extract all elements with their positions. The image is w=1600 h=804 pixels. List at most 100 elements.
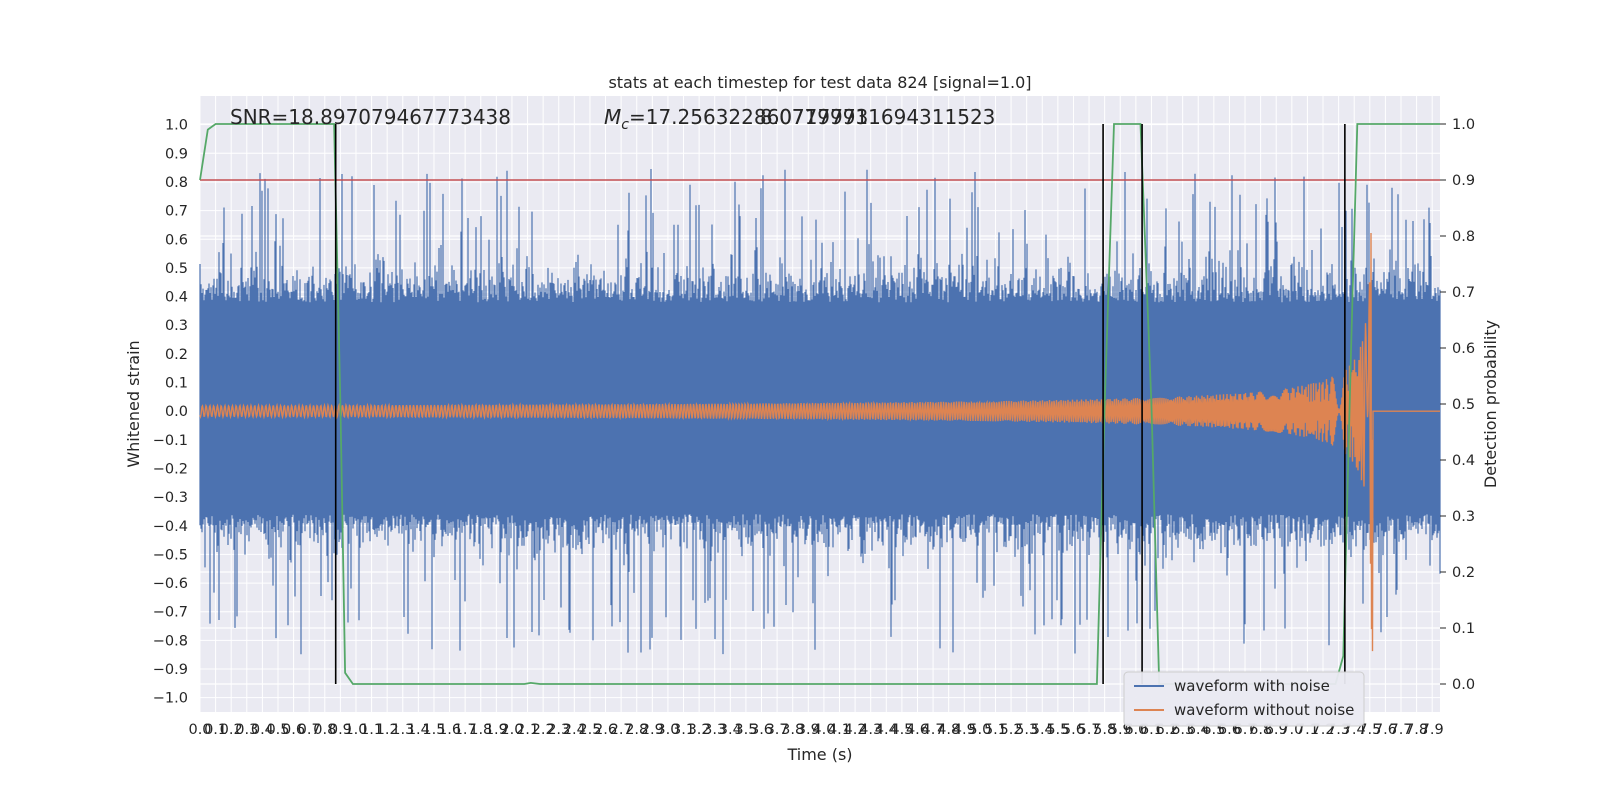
left-y-tick-label: 0.6	[165, 232, 188, 248]
right-y-tick-label: 0.8	[1452, 229, 1475, 245]
snr-annotation: SNR=18.897079467773438	[230, 105, 511, 129]
right-y-tick-label: 0.3	[1452, 509, 1475, 525]
x-tick-label: 1.2	[376, 722, 399, 738]
left-y-tick-label: 0.8	[165, 175, 188, 191]
plot-area	[199, 123, 1441, 685]
x-tick-label: 7.6	[1374, 722, 1397, 738]
x-axis-label: Time (s)	[786, 745, 852, 764]
x-tick-label: 3.6	[750, 722, 773, 738]
right-y-tick-label: 0.5	[1452, 397, 1475, 413]
x-tick-label: 3.0	[656, 722, 679, 738]
x-tick-label: 3.7	[766, 722, 789, 738]
right-y-tick-label: 1.0	[1452, 117, 1475, 133]
x-tick-label: 0.8	[313, 722, 336, 738]
x-tick-label: 4.9	[953, 722, 976, 738]
left-y-axis-label: Whitened strain	[124, 340, 143, 467]
x-tick-label: 1.6	[438, 722, 461, 738]
left-y-tick-label: −0.3	[153, 490, 188, 506]
left-y-tick-label: −0.5	[153, 547, 188, 563]
right-y-tick-label: 0.0	[1452, 677, 1475, 693]
left-y-tick-label: 0.0	[165, 404, 188, 420]
left-y-tick-label: 0.1	[165, 376, 188, 392]
chirp-mass-symbol: M	[604, 105, 621, 129]
x-tick-label: 0.1	[204, 722, 227, 738]
x-tick-label: 4.4	[875, 722, 898, 738]
x-tick-label: 4.1	[828, 722, 851, 738]
left-y-tick-label: −0.8	[153, 633, 188, 649]
right-y-tick-label: 0.6	[1452, 341, 1475, 357]
chirp-mass-subscript: c	[621, 117, 629, 133]
x-tick-label: 5.3	[1015, 722, 1038, 738]
x-tick-label: 1.1	[360, 722, 383, 738]
x-tick-label: 3.1	[672, 722, 695, 738]
x-tick-label: 1.3	[391, 722, 414, 738]
x-tick-label: 2.2	[532, 722, 555, 738]
x-tick-label: 3.8	[781, 722, 804, 738]
left-y-tick-label: 0.5	[165, 261, 188, 277]
x-tick-label: 0.5	[266, 722, 289, 738]
x-tick-label: 2.8	[625, 722, 648, 738]
chirp-mass-annotation: Mc=17.256322860717773	[604, 105, 868, 133]
right-y-tick-label: 0.4	[1452, 453, 1475, 469]
x-tick-label: 7.7	[1389, 722, 1412, 738]
x-tick-label: 0.4	[251, 722, 274, 738]
x-tick-label: 2.7	[610, 722, 633, 738]
x-tick-label: 2.9	[641, 722, 664, 738]
left-y-tick-label: −0.9	[153, 662, 188, 678]
overlapping-annotation: 8.07799911694311523	[760, 105, 995, 129]
x-tick-label: 1.8	[469, 722, 492, 738]
x-tick-label: 7.8	[1405, 722, 1428, 738]
x-tick-label: 1.4	[407, 722, 430, 738]
x-tick-label: 0.3	[235, 722, 258, 738]
clean-waveform-line	[199, 232, 1440, 652]
right-y-tick-label: 0.7	[1452, 285, 1475, 301]
chirp-mass-value: =17.256322860717773	[629, 105, 868, 129]
left-y-tick-label: 0.9	[165, 146, 188, 162]
right-y-tick-label: 0.2	[1452, 565, 1475, 581]
x-tick-label: 0.9	[329, 722, 352, 738]
x-tick-label: 4.7	[922, 722, 945, 738]
left-y-tick-label: −0.6	[153, 576, 188, 592]
x-tick-label: 4.2	[844, 722, 867, 738]
x-tick-label: 5.7	[1078, 722, 1101, 738]
left-y-tick-label: −0.2	[153, 461, 188, 477]
x-tick-label: 0.0	[188, 722, 211, 738]
x-tick-label: 5.2	[1000, 722, 1023, 738]
x-tick-label: 1.7	[454, 722, 477, 738]
left-y-tick-labels: 1.0 0.9 0.8 0.7 0.6 0.5 0.4 0.3 0.2 0.1 0.0 −0.1 −0.…	[153, 118, 188, 707]
left-y-tick-label: −0.4	[153, 519, 188, 535]
x-tick-label: 0.6	[282, 722, 305, 738]
x-tick-label: 5.5	[1046, 722, 1069, 738]
left-y-tick-label: −1.0	[153, 691, 188, 707]
x-tick-label: 5.4	[1031, 722, 1054, 738]
right-y-tick-label: 0.1	[1452, 621, 1475, 637]
x-tick-label: 4.5	[890, 722, 913, 738]
x-tick-label: 5.1	[984, 722, 1007, 738]
x-tick-label: 4.0	[812, 722, 835, 738]
x-tick-label: 0.7	[298, 722, 321, 738]
left-y-tick-label: 0.7	[165, 204, 188, 220]
x-tick-label: 4.3	[859, 722, 882, 738]
x-tick-label: 0.2	[220, 722, 243, 738]
x-tick-label: 3.9	[797, 722, 820, 738]
x-tick-label: 4.8	[937, 722, 960, 738]
legend: waveform with noise waveform without noi…	[1123, 671, 1365, 727]
x-tick-label: 5.0	[968, 722, 991, 738]
x-tick-label: 4.6	[906, 722, 929, 738]
x-tick-label: 2.1	[516, 722, 539, 738]
right-y-tick-label: 0.9	[1452, 173, 1475, 189]
x-tick-label: 5.6	[1062, 722, 1085, 738]
x-tick-label: 1.0	[344, 722, 367, 738]
left-y-tick-label: −0.1	[153, 433, 188, 449]
x-tick-label: 1.5	[422, 722, 445, 738]
x-tick-label: 2.0	[500, 722, 523, 738]
x-tick-label: 3.5	[734, 722, 757, 738]
legend-label-clean: waveform without noise	[1174, 701, 1354, 719]
x-tick-label: 7.9	[1421, 722, 1444, 738]
left-y-tick-label: −0.7	[153, 605, 188, 621]
left-y-tick-label: 0.2	[165, 347, 188, 363]
x-tick-label: 2.4	[563, 722, 586, 738]
legend-label-noise: waveform with noise	[1174, 677, 1330, 695]
